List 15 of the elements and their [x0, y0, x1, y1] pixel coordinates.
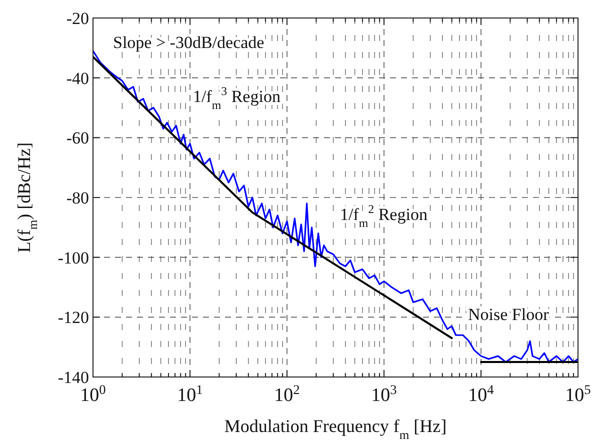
annotation: 1/f$_{m}$$^{2}$ Region [340, 202, 428, 230]
y-tick-label: -140 [58, 368, 89, 387]
y-tick-label: -60 [66, 128, 89, 148]
y-tick-label: -40 [66, 68, 89, 88]
x-tick-label: 10$^{5}$ [565, 382, 592, 406]
y-tick-label: -100 [58, 248, 89, 268]
x-tick-label: 10$^{2}$ [274, 382, 300, 406]
x-tick-label: 10$^{1}$ [177, 382, 203, 406]
y-tick-label: -20 [66, 9, 89, 28]
x-tick-label: 10$^{3}$ [371, 382, 398, 406]
y-tick-label: -120 [58, 308, 89, 328]
annotation: Slope > -30dB/decade [113, 33, 264, 52]
x-tick-label: 10$^{4}$ [468, 382, 494, 406]
y-tick-label: -80 [66, 188, 89, 208]
x-axis-title: Modulation Frequency f$_{m}$ [Hz] [224, 416, 447, 442]
